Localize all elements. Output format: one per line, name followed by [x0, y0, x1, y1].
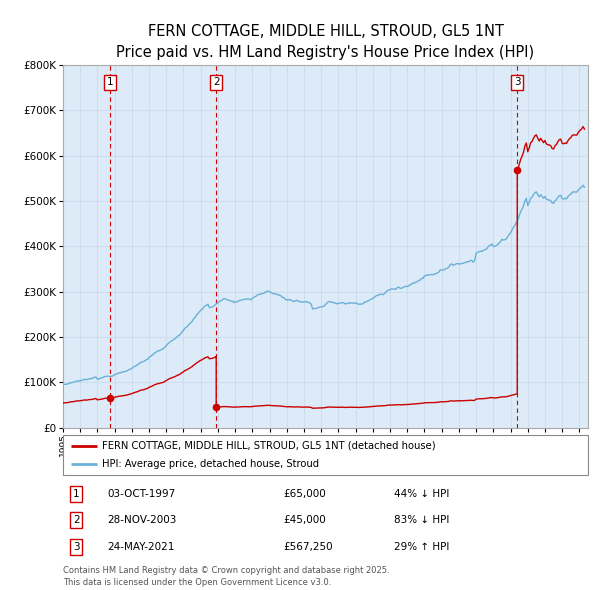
- Text: FERN COTTAGE, MIDDLE HILL, STROUD, GL5 1NT (detached house): FERN COTTAGE, MIDDLE HILL, STROUD, GL5 1…: [103, 441, 436, 451]
- Text: 28-NOV-2003: 28-NOV-2003: [107, 516, 177, 525]
- Text: 83% ↓ HPI: 83% ↓ HPI: [394, 516, 449, 525]
- Text: 24-MAY-2021: 24-MAY-2021: [107, 542, 175, 552]
- Text: £65,000: £65,000: [284, 489, 326, 499]
- Text: 2: 2: [73, 516, 79, 525]
- Text: 1: 1: [73, 489, 79, 499]
- Text: 2: 2: [213, 77, 220, 87]
- Text: 03-OCT-1997: 03-OCT-1997: [107, 489, 176, 499]
- Text: 3: 3: [514, 77, 521, 87]
- Text: Contains HM Land Registry data © Crown copyright and database right 2025.
This d: Contains HM Land Registry data © Crown c…: [63, 566, 389, 587]
- Text: 29% ↑ HPI: 29% ↑ HPI: [394, 542, 449, 552]
- Text: £567,250: £567,250: [284, 542, 333, 552]
- Text: 1: 1: [107, 77, 113, 87]
- Text: 3: 3: [73, 542, 79, 552]
- Text: 44% ↓ HPI: 44% ↓ HPI: [394, 489, 449, 499]
- Text: HPI: Average price, detached house, Stroud: HPI: Average price, detached house, Stro…: [103, 459, 320, 469]
- Title: FERN COTTAGE, MIDDLE HILL, STROUD, GL5 1NT
Price paid vs. HM Land Registry's Hou: FERN COTTAGE, MIDDLE HILL, STROUD, GL5 1…: [116, 24, 535, 60]
- Text: £45,000: £45,000: [284, 516, 326, 525]
